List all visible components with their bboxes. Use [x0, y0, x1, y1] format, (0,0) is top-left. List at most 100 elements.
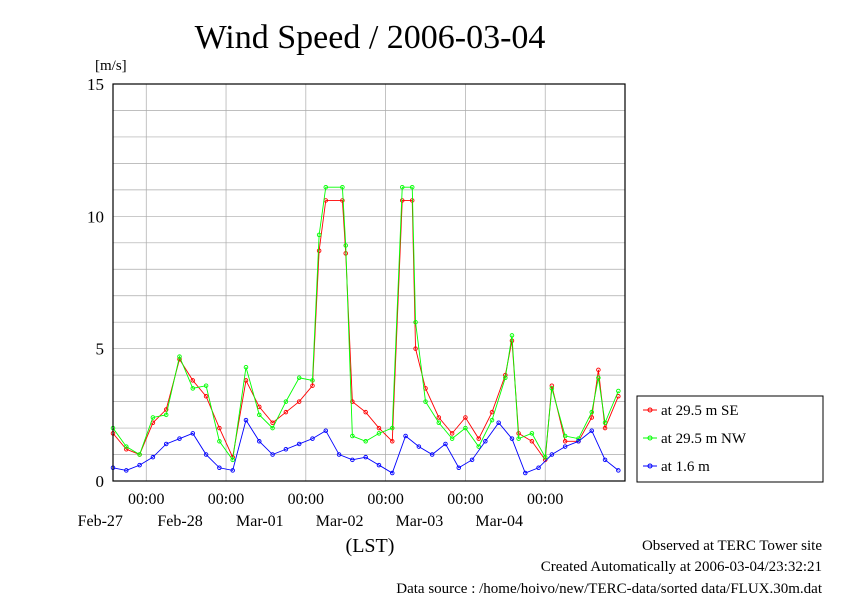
footer-created: Created Automatically at 2006-03-04/23:3…: [541, 559, 822, 575]
data-point: [549, 386, 555, 391]
data-point: [576, 436, 581, 441]
chart-title: Wind Speed / 2006-03-04: [195, 19, 546, 56]
data-point: [390, 425, 395, 431]
data-point: [596, 367, 601, 373]
data-point: [376, 431, 382, 436]
series-line: [112, 186, 619, 461]
data-point: [549, 383, 555, 388]
y-tick-label: 10: [87, 207, 104, 226]
data-point: [549, 452, 555, 457]
data-point: [589, 409, 595, 415]
data-point: [436, 415, 442, 420]
data-point: [350, 399, 355, 404]
x-tick-date-label: Feb-27: [78, 513, 123, 530]
data-point: [283, 409, 289, 415]
data-point: [536, 465, 541, 471]
x-axis-label: (LST): [346, 535, 395, 557]
data-point: [163, 441, 169, 447]
data-point: [150, 415, 156, 420]
data-point: [403, 433, 408, 439]
data-point: [399, 184, 405, 190]
data-point: [270, 452, 275, 457]
data-point: [296, 441, 302, 447]
data-point: [489, 417, 495, 423]
data-point: [316, 232, 322, 238]
data-point: [443, 441, 448, 447]
data-point: [390, 439, 395, 444]
data-point: [596, 375, 601, 381]
data-point: [203, 394, 209, 399]
x-tick-time-label: 00:00: [128, 491, 164, 508]
x-tick-date-label: Feb-28: [157, 513, 202, 530]
data-point: [476, 436, 481, 441]
data-point: [310, 383, 315, 388]
data-point: [413, 346, 418, 351]
x-tick-time-label: 00:00: [527, 491, 563, 508]
data-point: [363, 439, 368, 444]
y-tick-label: 15: [87, 75, 104, 94]
data-point: [376, 462, 382, 468]
data-point: [343, 243, 348, 248]
footer-datasource: Data source : /home/hoivo/new/TERC-data/…: [396, 581, 823, 595]
legend-label: at 29.5 m SE: [661, 403, 739, 419]
x-tick-time-label: 00:00: [288, 491, 324, 508]
x-tick-time-label: 00:00: [447, 491, 483, 508]
data-point: [230, 457, 235, 463]
data-point: [350, 433, 355, 439]
data-point: [616, 388, 621, 394]
data-point: [562, 433, 568, 439]
data-point: [296, 399, 302, 404]
data-point: [376, 425, 382, 431]
data-point: [270, 420, 275, 426]
data-point: [243, 417, 249, 423]
data-point: [203, 383, 209, 388]
data-point: [523, 470, 528, 476]
data-point: [449, 431, 455, 436]
data-point: [616, 468, 621, 473]
data-point: [529, 431, 535, 436]
data-point: [230, 468, 235, 473]
data-point: [310, 436, 315, 441]
data-point: [449, 436, 455, 441]
data-point: [310, 378, 315, 383]
data-point: [137, 462, 142, 468]
data-point: [296, 375, 302, 381]
data-point: [363, 409, 368, 415]
data-point: [429, 452, 435, 457]
legend-label: at 1.6 m: [661, 459, 710, 475]
data-point: [576, 439, 581, 444]
data-point: [390, 470, 395, 476]
legend: at 29.5 m SE at 29.5 m NW at 1.6 m: [636, 395, 824, 483]
data-point: [542, 454, 548, 460]
legend-swatch-marker: [647, 435, 653, 441]
data-point: [283, 446, 289, 452]
data-point: [469, 457, 475, 463]
data-point: [163, 412, 169, 418]
data-point: [217, 465, 222, 471]
data-point: [124, 444, 129, 449]
data-point: [602, 420, 608, 426]
x-tick-time-label: 00:00: [367, 491, 403, 508]
data-point: [483, 439, 488, 444]
data-point: [270, 425, 275, 431]
footer-observed: Observed at TERC Tower site: [642, 538, 822, 554]
data-point: [436, 420, 442, 426]
data-point: [423, 399, 428, 404]
data-point: [336, 452, 342, 457]
legend-swatch-marker: [647, 407, 653, 413]
data-point: [137, 452, 142, 457]
data-point: [323, 184, 329, 190]
legend-frame: [636, 395, 824, 483]
data-point: [350, 457, 355, 463]
data-point: [283, 399, 289, 404]
data-point: [602, 425, 608, 431]
data-point: [177, 436, 182, 441]
data-point: [399, 198, 405, 203]
data-point: [516, 436, 521, 441]
x-tick-date-label: Mar-03: [396, 513, 444, 530]
series-line: [112, 419, 619, 474]
data-point: [509, 436, 515, 441]
data-point: [413, 319, 418, 325]
data-point: [589, 428, 595, 433]
data-point: [363, 454, 368, 460]
